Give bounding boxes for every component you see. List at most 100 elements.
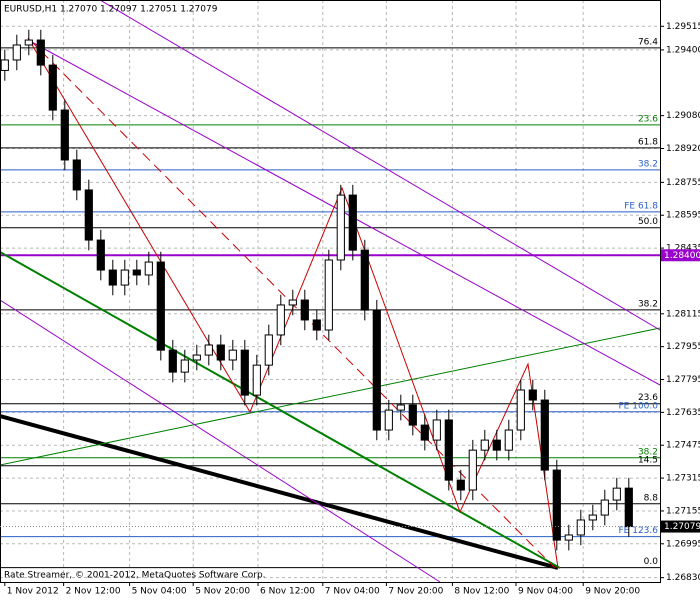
candle-body	[96, 239, 105, 271]
x-tick-label: 6 Nov 12:00	[260, 587, 315, 597]
candle-body	[120, 269, 129, 286]
y-tick-label: 1.27795	[666, 375, 700, 385]
fibo-level-label: 23.6	[638, 114, 658, 124]
candle-body	[504, 429, 513, 451]
y-tick-label: 1.28595	[666, 211, 700, 221]
candle-body	[312, 319, 321, 331]
candle-body	[576, 519, 585, 536]
footer: Rate Streamer, © 2001-2012, MetaQuotes S…	[4, 571, 266, 581]
y-tick-label: 1.28755	[666, 178, 700, 188]
fibo-level-label: 38.2	[638, 447, 658, 457]
y-tick-label: 1.28435	[666, 244, 700, 254]
y-tick-label: 1.26830	[666, 573, 700, 583]
trend-line	[0, 251, 561, 569]
x-tick-label: 8 Nov 12:00	[454, 587, 509, 597]
x-tick-label: 1 Nov 2012	[7, 587, 59, 597]
trend-line	[0, 327, 661, 466]
candle-body	[528, 389, 537, 401]
candle-body	[372, 309, 381, 431]
candle-body	[228, 349, 237, 361]
y-tick-label: 1.29515	[666, 22, 700, 32]
trend-line	[0, 414, 559, 570]
channel-line	[99, 0, 661, 331]
fibo-level-label: 0.0	[644, 557, 659, 567]
candle-body	[348, 194, 357, 251]
candle-body	[624, 487, 633, 528]
candle-body	[24, 39, 33, 46]
x-tick-label: 5 Nov 20:00	[195, 587, 250, 597]
candle-body	[540, 399, 549, 471]
candle-body	[252, 364, 261, 396]
candle-body	[0, 59, 9, 71]
price-line-label: 1.28400	[664, 251, 700, 261]
candle-body	[444, 419, 453, 481]
channel-line	[0, 299, 441, 583]
candle-body	[288, 299, 297, 306]
y-tick-label: 1.29400	[666, 45, 700, 55]
candle-body	[588, 514, 597, 521]
candle-body	[144, 261, 153, 276]
fibo-level-label: 38.2	[638, 299, 658, 309]
candle-body	[192, 354, 201, 361]
fibo-level-label: 76.4	[638, 37, 658, 47]
fibo-level-label: 61.8	[638, 137, 658, 147]
x-tick-label: 7 Nov 04:00	[325, 587, 380, 597]
candle-body	[456, 479, 465, 491]
y-tick-label: 1.28115	[666, 309, 700, 319]
axes: 1.29515 1.29400 1.29080 1.28920 1.28755 1.285…	[0, 22, 700, 597]
candle-body	[60, 109, 69, 161]
y-tick-label: 1.28920	[666, 144, 700, 154]
candle-body	[264, 334, 273, 366]
fibo-level-label: FE 123.6	[619, 526, 659, 536]
plot-border	[0, 0, 661, 583]
candle-body	[12, 44, 21, 61]
fibo-level-label: FE 100.0	[619, 401, 659, 411]
candle-body	[420, 424, 429, 441]
x-tick-label: 5 Nov 04:00	[132, 587, 187, 597]
x-tick-label: 9 Nov 04:00	[518, 587, 573, 597]
candle-body	[108, 269, 117, 286]
candle-body	[216, 344, 225, 361]
candle-body	[384, 409, 393, 431]
candle-body	[36, 39, 45, 66]
fibo-level-label: FE 61.8	[624, 201, 658, 211]
candle-body	[360, 249, 369, 311]
candle-body	[432, 419, 441, 441]
candle-body	[552, 469, 561, 541]
x-tick-label: 2 Nov 12:00	[66, 587, 121, 597]
candle-body	[300, 299, 309, 321]
candle-body	[612, 487, 621, 501]
candle-body	[156, 261, 165, 351]
candle-body	[168, 349, 177, 373]
candle-body	[324, 259, 333, 331]
candle-body	[132, 269, 141, 276]
candle-body	[564, 534, 573, 541]
candle-body	[480, 439, 489, 451]
candle-body	[204, 344, 213, 356]
candle-body	[408, 404, 417, 426]
y-tick-label: 1.27955	[666, 342, 700, 352]
y-tick-label: 1.26995	[666, 539, 700, 549]
x-tick-label: 9 Nov 20:00	[585, 587, 640, 597]
fibo-level-label: 8.8	[644, 493, 659, 503]
candle-body	[396, 404, 405, 411]
chart-title: EURUSD,H1 1.27070 1.27097 1.27051 1.2707…	[4, 5, 218, 15]
fibo-level-label: 14.5	[638, 455, 658, 465]
candle-body	[600, 499, 609, 516]
price-line-tag	[661, 249, 700, 262]
candle-body	[84, 189, 93, 241]
candle-body	[336, 194, 345, 261]
y-tick-label: 1.27475	[666, 441, 700, 451]
fibo-level-label: 50.0	[638, 217, 658, 227]
candle-body	[276, 304, 285, 336]
candle-body	[48, 64, 57, 111]
x-tick-label: 7 Nov 20:00	[388, 587, 443, 597]
candle-body	[492, 439, 501, 451]
candle-body	[240, 349, 249, 396]
candles	[0, 29, 633, 551]
bid-tag	[661, 520, 700, 533]
candle-body	[516, 389, 525, 431]
y-tick-label: 1.27155	[666, 506, 700, 516]
candle-body	[468, 449, 477, 491]
